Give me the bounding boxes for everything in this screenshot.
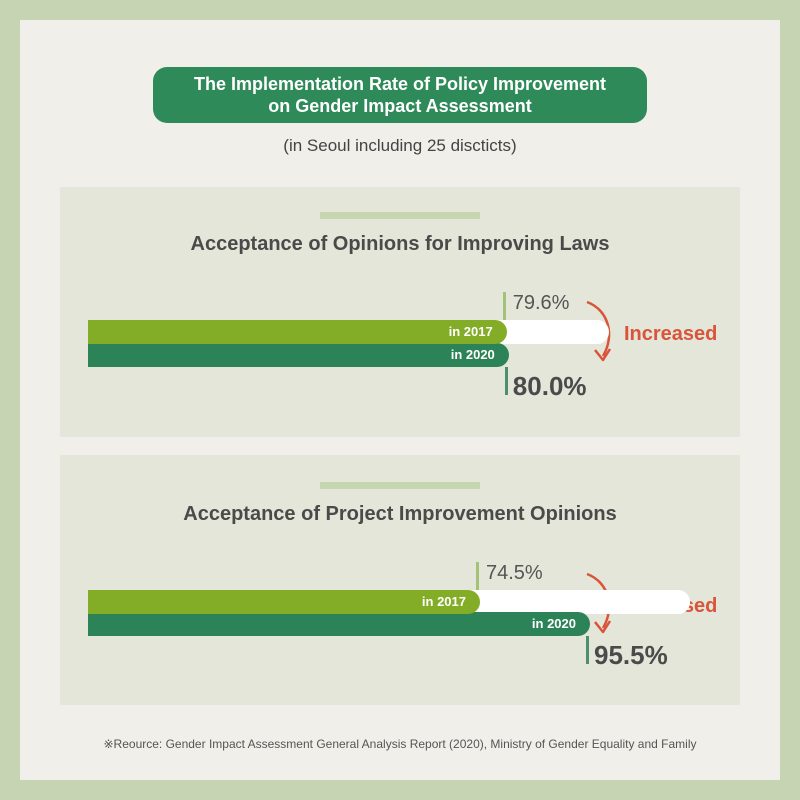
panel-laws-title: Acceptance of Opinions for Improving Law… <box>190 233 610 255</box>
chart-1-bar-2017: in 2017 <box>88 320 507 344</box>
chart-1-bar-2020: in 2020 <box>88 343 509 367</box>
chart-1-tick-2017 <box>502 292 506 320</box>
chart-2-value-2020: 95.5% <box>594 640 668 670</box>
chart-1-value-2020: 80.0% <box>512 371 587 401</box>
chart-2-bar-2017: in 2017 <box>88 590 480 614</box>
panel-laws-decoration <box>320 212 480 219</box>
chart-1-bar-2020-label: in 2020 <box>450 347 495 362</box>
panel-projects <box>60 455 740 705</box>
chart-2-bar-2020-label: in 2020 <box>531 616 576 631</box>
chart-1-bar-2017-label: in 2017 <box>448 324 493 339</box>
chart-2-tick-2017 <box>476 562 479 590</box>
chart-2-bar-2017-label: in 2017 <box>421 594 466 609</box>
chart-2-increase-gap <box>460 590 690 614</box>
chart-1-curved-arrow-icon <box>586 300 612 362</box>
chart-1-tick-2020 <box>504 367 508 395</box>
panel-laws <box>60 187 740 437</box>
panel-projects-decoration <box>320 482 480 489</box>
source-note: ※Reource: Gender Impact Assessment Gener… <box>103 737 697 751</box>
chart-1-increased-label: Increased <box>624 323 718 345</box>
chart-1-increase-gap <box>486 320 609 344</box>
title-banner: The Implementation Rate of Policy Improv… <box>153 67 647 123</box>
subtitle: (in Seoul including 25 discticts) <box>283 136 517 155</box>
chart-2-value-2017: 74.5% <box>486 562 543 584</box>
chart-2-bar-2020: in 2020 <box>88 612 590 636</box>
chart-1-value-2017: 79.6% <box>512 292 570 314</box>
chart-2-tick-2020 <box>586 636 589 664</box>
panel-projects-title: Acceptance of Project Improvement Opinio… <box>183 503 617 525</box>
title-line-2: on Gender Impact Assessment <box>268 96 532 116</box>
title-line-1: The Implementation Rate of Policy Improv… <box>193 74 607 94</box>
